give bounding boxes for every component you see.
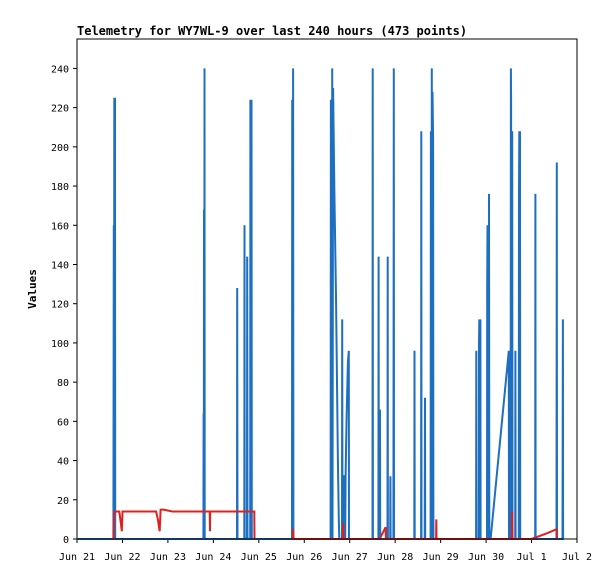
y-tick-label: 180 [51, 182, 69, 193]
x-axis: Jun 21 Jun 22 Jun 23 Jun 24 Jun 25 Jun 26 Jun … [59, 539, 592, 563]
y-tick-label: 140 [51, 260, 69, 271]
y-tick-label: 80 [57, 378, 69, 389]
y-tick-label: 100 [51, 339, 69, 350]
y-tick-label: 40 [57, 457, 69, 468]
y-tick-label: 240 [51, 64, 69, 75]
x-tick-label: Jun 29 [423, 552, 459, 563]
y-tick-label: 20 [57, 496, 69, 507]
x-tick-label: Jul 2 [562, 552, 592, 563]
y-axis-label: Values [26, 269, 39, 309]
x-tick-label: Jun 24 [195, 552, 231, 563]
x-tick-label: Jun 26 [286, 552, 322, 563]
x-tick-label: Jun 27 [332, 552, 368, 563]
x-tick-label: Jun 21 [59, 552, 95, 563]
y-tick-label: 0 [63, 535, 69, 546]
x-tick-label: Jul 1 [516, 552, 546, 563]
series-line-2 [112, 508, 256, 540]
y-tick-label: 60 [57, 417, 69, 428]
y-tick-label: 220 [51, 104, 69, 115]
y-tick-label: 200 [51, 143, 69, 154]
x-tick-label: Jun 30 [468, 552, 504, 563]
y-tick-label: 160 [51, 221, 69, 232]
x-tick-label: Jun 25 [241, 552, 277, 563]
x-tick-label: Jun 22 [104, 552, 140, 563]
y-axis: 0 20 40 60 80 100 120 140 160 180 200 220 240 [51, 64, 77, 546]
chart-title: Telemetry for WY7WL-9 over last 240 hour… [77, 24, 467, 38]
y-tick-label: 120 [51, 300, 69, 311]
x-tick-label: Jun 28 [377, 552, 413, 563]
x-tick-label: Jun 23 [150, 552, 186, 563]
plot-frame [76, 38, 578, 540]
